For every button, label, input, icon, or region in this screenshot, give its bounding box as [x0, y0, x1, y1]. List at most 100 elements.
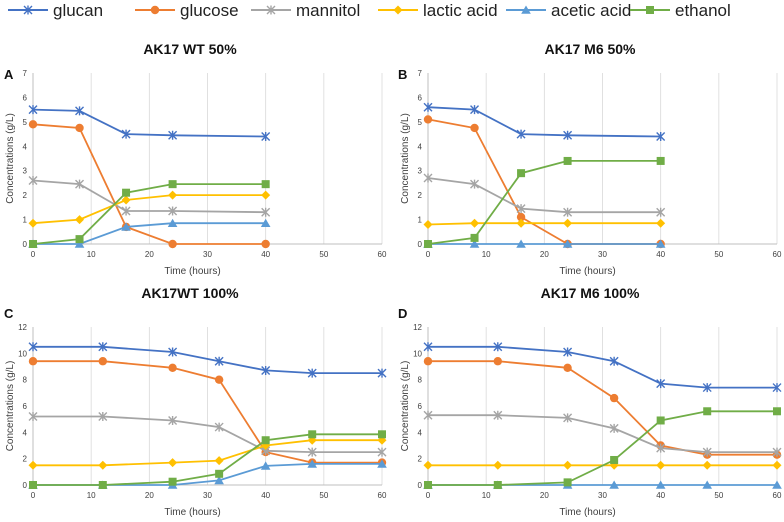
panel-a-point-glucan-0 [28, 105, 38, 115]
panel-a-point-acetic-acid-4 [260, 218, 271, 228]
panel-c-ytick-12: 12 [18, 323, 27, 332]
panel-d-point-acetic-acid-3 [609, 480, 619, 489]
panel-b-point-lactic-acid-3 [563, 218, 573, 228]
panel-b-xtick-10: 10 [482, 250, 491, 259]
panel-c-xlabel: Time (hours) [164, 507, 220, 518]
panel-d-ytick-4: 4 [418, 428, 423, 437]
panel-c-point-glucan-4 [261, 365, 271, 375]
panel-b-ytick-4: 4 [418, 142, 423, 151]
legend-item-ethanol: ethanol [630, 1, 731, 20]
panel-d-point-ethanol-6 [773, 407, 781, 416]
panel-c-point-ethanol-2 [168, 477, 177, 486]
panel-a-xtick-0: 0 [31, 250, 36, 259]
panel-b-point-mannitol-2 [516, 204, 526, 214]
panel-b-point-lactic-acid-0 [423, 219, 433, 229]
panel-b-ytick-1: 1 [418, 216, 423, 225]
panel-c-ytick-4: 4 [23, 428, 28, 437]
panel-b-ytick-0: 0 [418, 240, 423, 249]
panel-d-point-glucose-0 [423, 357, 433, 366]
panel-c-point-glucose-3 [214, 375, 224, 384]
panel-c-ylabel: Concentrations (g/L) [5, 361, 16, 452]
panel-b-series-lactic-acid [423, 218, 666, 229]
panel-d-point-lactic-acid-0 [423, 460, 433, 470]
panel-d-series-ethanol [424, 407, 781, 489]
panel-c-series-glucan [28, 342, 387, 378]
panel-a-xtick-10: 10 [87, 250, 96, 259]
panel-b-xtick-0: 0 [426, 250, 431, 259]
panel-c-xtick-20: 20 [145, 491, 154, 500]
panel-b-xlabel: Time (hours) [559, 266, 615, 277]
panel-a-ytick-7: 7 [23, 69, 28, 78]
panel-d-point-acetic-acid-6 [772, 480, 782, 489]
panel-d-ylabel: Concentrations (g/L) [400, 361, 411, 452]
panel-d-point-glucan-6 [772, 383, 782, 393]
panel-d-point-glucose-2 [563, 363, 572, 373]
panel-b-point-mannitol-4 [656, 207, 666, 217]
panel-c-point-mannitol-0 [28, 412, 38, 422]
panel-a-letter: A [4, 67, 14, 82]
panel-b-ytick-7: 7 [418, 69, 423, 78]
panel-d-point-glucose-3 [609, 393, 619, 403]
panel-d-point-glucan-0 [423, 342, 433, 352]
panel-c-point-glucose-0 [28, 357, 38, 366]
legend-marker-glucose [150, 5, 160, 15]
legend-label-mannitol: mannitol [296, 1, 360, 20]
legend-marker-lactic-acid [393, 5, 403, 15]
panel-a-title: AK17 WT 50% [143, 41, 237, 57]
panel-c-series-mannitol [28, 412, 387, 457]
panel-c-point-glucan-1 [98, 342, 108, 352]
panel-d-series-glucan [423, 342, 782, 393]
panel-d-ytick-0: 0 [418, 481, 423, 490]
panel-a-xtick-40: 40 [261, 250, 270, 259]
panel-c-xtick-0: 0 [31, 491, 36, 500]
panel-a-ytick-0: 0 [23, 240, 28, 249]
panel-a-point-lactic-acid-4 [261, 190, 271, 200]
panel-c-point-acetic-acid-3 [214, 475, 224, 485]
panel-b-xtick-40: 40 [656, 250, 665, 259]
legend-item-acetic-acid: acetic acid [506, 1, 631, 20]
panel-a-series-glucan [28, 105, 271, 142]
panel-a-point-lactic-acid-3 [168, 190, 178, 200]
panel-a-xtick-50: 50 [319, 250, 328, 259]
panel-a-point-acetic-acid-3 [167, 218, 178, 228]
panel-c-series-ethanol [29, 430, 386, 489]
panel-c-ytick-8: 8 [23, 376, 28, 385]
panel-d-xtick-40: 40 [656, 491, 665, 500]
panel-d-point-mannitol-4 [656, 443, 666, 453]
panel-c-xtick-50: 50 [319, 491, 328, 500]
legend-label-acetic-acid: acetic acid [551, 1, 631, 20]
panel-b-point-mannitol-1 [470, 179, 480, 189]
panel-a-point-mannitol-2 [121, 206, 131, 216]
panel-b-ytick-3: 3 [418, 167, 423, 176]
panel-c-xtick-60: 60 [378, 491, 387, 500]
panel-d-xtick-50: 50 [714, 491, 723, 500]
panel-d-point-lactic-acid-2 [563, 460, 573, 470]
panel-a-point-glucan-3 [168, 130, 178, 140]
legend: glucan glucose mannitol lactic acid acetic a… [8, 1, 731, 20]
panel-d-point-acetic-acid-4 [655, 480, 666, 489]
panel-b-ytick-6: 6 [418, 93, 423, 102]
panel-b-xtick-20: 20 [540, 250, 549, 259]
panel-d-point-mannitol-2 [563, 413, 573, 423]
panel-a-point-ethanol-4 [261, 180, 270, 189]
legend-marker-acetic-acid [521, 5, 531, 14]
panel-a-xlabel: Time (hours) [164, 266, 220, 277]
panel-d-point-mannitol-0 [423, 410, 433, 420]
panel-c-point-glucose-1 [98, 357, 108, 366]
panel-d-point-lactic-acid-4 [656, 460, 666, 470]
panel-c-point-acetic-acid-6 [377, 459, 387, 468]
panel-c-letter: C [4, 306, 14, 321]
panel-d-point-lactic-acid-5 [702, 460, 712, 470]
legend-item-glucose: glucose [135, 1, 239, 20]
panel-b-point-glucan-1 [470, 105, 480, 115]
panel-c-point-glucan-3 [214, 356, 224, 366]
legend-marker-ethanol [646, 6, 654, 14]
panel-a-series-lactic-acid [28, 190, 271, 228]
panel-a-point-acetic-acid-1 [74, 239, 85, 248]
panel-a-ytick-6: 6 [23, 93, 28, 102]
panel-d-title: AK17 M6 100% [541, 285, 640, 301]
panel-d-point-glucan-1 [493, 342, 503, 352]
panel-c-ytick-0: 0 [23, 481, 28, 490]
panel-d-point-lactic-acid-6 [772, 460, 782, 470]
